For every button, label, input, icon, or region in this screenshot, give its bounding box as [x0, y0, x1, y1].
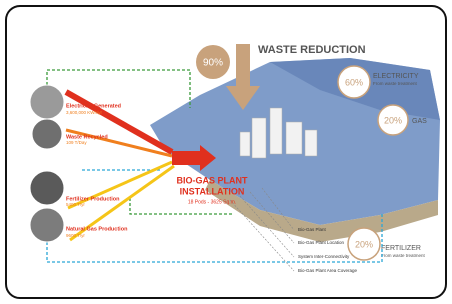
input-value: 9600 T/yr	[66, 233, 85, 238]
title: WASTE REDUCTION	[258, 44, 366, 56]
input-value: 3,600,000 KWh/yr	[66, 110, 103, 115]
plant-subtitle: 18 Pods - 3625 Sq.m.	[188, 199, 236, 205]
output-label: ELECTRICITY	[373, 73, 419, 80]
reduction-percent: 90%	[203, 58, 223, 69]
input-value: 5400 T/yr	[66, 202, 85, 207]
plant-title: BIO-GAS PLANT	[177, 175, 249, 185]
waste-arrow	[236, 44, 250, 86]
output-note: From waste treatment	[373, 81, 418, 86]
output-label: GAS	[412, 118, 427, 125]
output-percent: 20%	[384, 115, 402, 125]
input-label: Electricity Generated	[66, 103, 121, 109]
input-value: 109 T/Day	[66, 140, 87, 145]
legend-entry: Bio-Gas Plant	[298, 227, 327, 232]
output-note: From waste treatment	[381, 253, 426, 258]
plant-title: INSTALLATION	[180, 186, 245, 196]
output-percent: 20%	[355, 239, 373, 249]
infographic: 90% WASTE REDUCTION 60% ELECTRICITY From…	[0, 0, 452, 304]
legend-entry: Bio-Gas Plant Location	[298, 240, 345, 245]
output-label: FERTILIZER	[381, 245, 421, 252]
legend-entry: Bio-Gas Plant Area Coverage	[298, 268, 358, 273]
output-percent: 60%	[345, 77, 363, 87]
input-label: Natural Gas Production	[66, 226, 128, 232]
legend-entry: System Inter-Connectivity	[298, 254, 350, 259]
